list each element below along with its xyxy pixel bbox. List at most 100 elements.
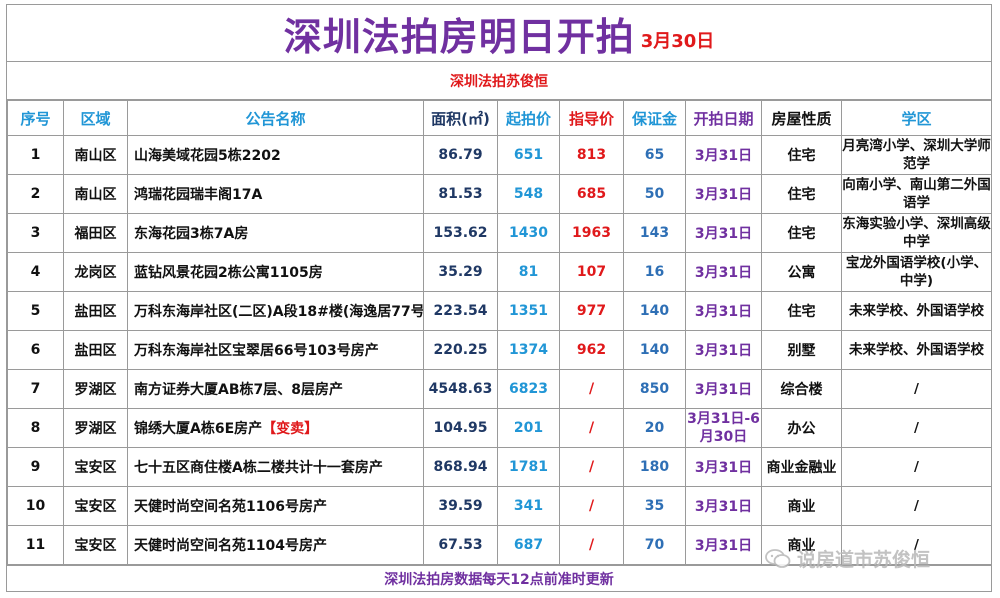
cell-district: 福田区 xyxy=(63,213,128,253)
subtitle-bar: 深圳法拍苏俊恒 xyxy=(7,62,991,100)
cell-auction-date: 3月31日 xyxy=(685,330,762,370)
name-text: 万科东海岸社区宝翠居66号103号房产 xyxy=(134,343,379,359)
cell-property-type: 住宅 xyxy=(761,135,842,175)
cell-start-price: 687 xyxy=(497,525,560,565)
cell-deposit: 143 xyxy=(623,213,686,253)
cell-auction-date: 3月31日 xyxy=(685,486,762,526)
cell-start-price: 341 xyxy=(497,486,560,526)
auction-sheet: 深圳法拍房明日开拍 3月30日 深圳法拍苏俊恒 序号 区域 公告名称 面积(㎡)… xyxy=(6,4,992,592)
sale-tag: 【变卖】 xyxy=(262,421,319,437)
title-date: 3月30日 xyxy=(640,31,715,52)
cell-start-price: 1430 xyxy=(497,213,560,253)
footer-bar: 深圳法拍房数据每天12点前准时更新 xyxy=(7,565,991,591)
cell-deposit: 50 xyxy=(623,174,686,214)
cell-school: 未来学校、外国语学校 xyxy=(841,291,992,331)
cell-name: 鸿瑞花园瑞丰阁17A xyxy=(127,174,424,214)
cell-start-price: 1781 xyxy=(497,447,560,487)
cell-deposit: 65 xyxy=(623,135,686,175)
cell-no: 1 xyxy=(7,135,64,175)
cell-guide-price: 685 xyxy=(559,174,624,214)
cell-no: 11 xyxy=(7,525,64,565)
cell-start-price: 1351 xyxy=(497,291,560,331)
header-area: 面积(㎡) xyxy=(423,100,498,136)
cell-district: 罗湖区 xyxy=(63,369,128,409)
cell-no: 4 xyxy=(7,252,64,292)
cell-property-type: 住宅 xyxy=(761,213,842,253)
cell-auction-date: 3月31日 xyxy=(685,135,762,175)
name-text: 七十五区商住楼A栋二楼共计十一套房产 xyxy=(134,460,383,476)
cell-auction-date: 3月31日 xyxy=(685,252,762,292)
cell-guide-price: 813 xyxy=(559,135,624,175)
footer-note: 深圳法拍房数据每天12点前准时更新 xyxy=(384,571,614,588)
cell-start-price: 201 xyxy=(497,408,560,448)
page-title: 深圳法拍房明日开拍 xyxy=(283,14,635,59)
table-header-row: 序号 区域 公告名称 面积(㎡) 起拍价 指导价 保证金 开拍日期 房屋性质 学… xyxy=(7,100,992,136)
cell-deposit: 16 xyxy=(623,252,686,292)
cell-name: 锦绣大厦A栋6E房产【变卖】 xyxy=(127,408,424,448)
header-guide-price: 指导价 xyxy=(559,100,624,136)
name-text: 鸿瑞花园瑞丰阁17A xyxy=(134,187,263,203)
cell-district: 宝安区 xyxy=(63,525,128,565)
cell-start-price: 6823 xyxy=(497,369,560,409)
cell-district: 盐田区 xyxy=(63,330,128,370)
cell-name: 天健时尚空间名苑1106号房产 xyxy=(127,486,424,526)
cell-name: 东海花园3栋7A房 xyxy=(127,213,424,253)
table-row: 9 宝安区 七十五区商住楼A栋二楼共计十一套房产 868.94 1781/180 3月31… xyxy=(7,447,992,487)
cell-no: 6 xyxy=(7,330,64,370)
header-name: 公告名称 xyxy=(127,100,424,136)
cell-deposit: 140 xyxy=(623,330,686,370)
cell-start-price: 651 xyxy=(497,135,560,175)
wechat-icon xyxy=(765,548,791,568)
cell-auction-date: 3月31日 xyxy=(685,174,762,214)
cell-no: 3 xyxy=(7,213,64,253)
cell-guide-price: / xyxy=(559,408,624,448)
table-row: 2 南山区 鸿瑞花园瑞丰阁17A 81.53 548 685 50 3月31日 住宅 向南小学、南… xyxy=(7,174,992,214)
cell-guide-price: 1963 xyxy=(559,213,624,253)
cell-property-type: 综合楼 xyxy=(761,369,842,409)
cell-no: 8 xyxy=(7,408,64,448)
cell-area: 104.95 xyxy=(423,408,498,448)
cell-area: 153.62 xyxy=(423,213,498,253)
cell-guide-price: 962 xyxy=(559,330,624,370)
cell-school: 宝龙外国语学校(小学、中学) xyxy=(841,252,992,292)
cell-district: 南山区 xyxy=(63,174,128,214)
cell-area: 868.94 xyxy=(423,447,498,487)
cell-property-type: 住宅 xyxy=(761,291,842,331)
cell-guide-price: / xyxy=(559,369,624,409)
header-school: 学区 xyxy=(841,100,992,136)
header-auction-date: 开拍日期 xyxy=(685,100,762,136)
table-row: 10 宝安区 天健时尚空间名苑1106号房产 39.59 341/35 3月31日 商业 / xyxy=(7,486,992,526)
cell-district: 南山区 xyxy=(63,135,128,175)
table-row: 4 龙岗区 蓝钻风景花园2栋公寓1105房 35.29 81 107 16 3月31日 公寓 宝龙… xyxy=(7,252,992,292)
cell-area: 86.79 xyxy=(423,135,498,175)
table-row: 11 宝安区 天健时尚空间名苑1104号房产 67.53 687/70 3月31日 商业 / xyxy=(7,525,992,565)
cell-deposit: 20 xyxy=(623,408,686,448)
cell-name: 万科东海岸社区宝翠居66号103号房产 xyxy=(127,330,424,370)
title-bar: 深圳法拍房明日开拍 3月30日 xyxy=(7,5,991,62)
cell-property-type: 办公 xyxy=(761,408,842,448)
cell-property-type: 公寓 xyxy=(761,252,842,292)
cell-name: 天健时尚空间名苑1104号房产 xyxy=(127,525,424,565)
cell-school: 东海实验小学、深圳高级中学 xyxy=(841,213,992,253)
cell-no: 2 xyxy=(7,174,64,214)
cell-start-price: 81 xyxy=(497,252,560,292)
cell-start-price: 548 xyxy=(497,174,560,214)
cell-school: / xyxy=(841,408,992,448)
header-start-price: 起拍价 xyxy=(497,100,560,136)
table-row: 8 罗湖区 锦绣大厦A栋6E房产【变卖】 104.95 201/20 3月31日-6月30… xyxy=(7,408,992,448)
cell-district: 盐田区 xyxy=(63,291,128,331)
header-no: 序号 xyxy=(7,100,64,136)
name-text: 天健时尚空间名苑1106号房产 xyxy=(134,499,327,515)
cell-school: / xyxy=(841,369,992,409)
table-row: 6 盐田区 万科东海岸社区宝翠居66号103号房产 220.25 1374 962 140 3… xyxy=(7,330,992,370)
cell-name: 山海美域花园5栋2202 xyxy=(127,135,424,175)
cell-name: 蓝钻风景花园2栋公寓1105房 xyxy=(127,252,424,292)
cell-district: 罗湖区 xyxy=(63,408,128,448)
cell-district: 宝安区 xyxy=(63,486,128,526)
cell-deposit: 140 xyxy=(623,291,686,331)
name-text: 天健时尚空间名苑1104号房产 xyxy=(134,538,327,554)
cell-property-type: 商业 xyxy=(761,486,842,526)
cell-name: 南方证券大厦AB栋7层、8层房产 xyxy=(127,369,424,409)
cell-auction-date: 3月31日 xyxy=(685,213,762,253)
cell-start-price: 1374 xyxy=(497,330,560,370)
